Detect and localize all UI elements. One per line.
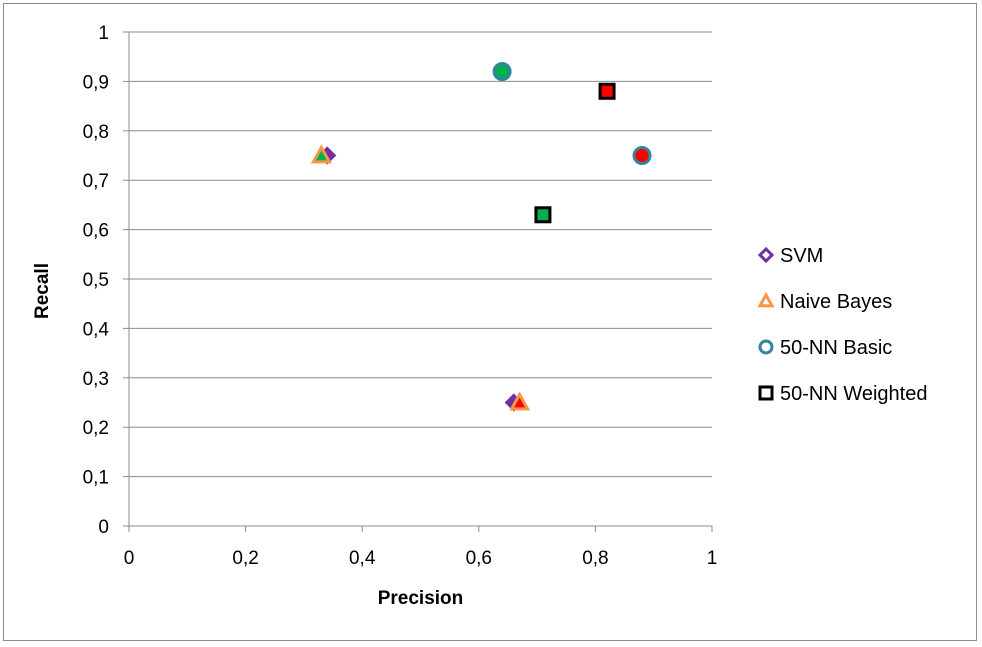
y-tick-label: 0,3	[83, 369, 109, 390]
legend: SVM Naive Bayes 50-NN Basic 50-NN Weighted	[757, 245, 927, 405]
x-tick-label: 0,4	[349, 548, 376, 569]
legend-label: 50-NN Basic	[780, 337, 892, 359]
y-tick-label: 0,2	[83, 418, 109, 439]
legend-marker	[757, 246, 775, 264]
y-tick-label: 0,9	[83, 72, 109, 93]
y-tick-label: 0,7	[83, 171, 109, 192]
x-tick-label: 0,2	[232, 548, 258, 569]
chart-frame: 0 0,1 0,2 0,3 0,4 0,5 0,6 0,7 0,8 0,9 1 0 0,2 0,4 0,6 0…	[3, 3, 977, 641]
legend-marker	[758, 385, 774, 401]
data-point	[492, 62, 512, 82]
tick-labels: 0 0,1 0,2 0,3 0,4 0,5 0,6 0,7 0,8 0,9 1 0 0,2 0,4 0,6 0…	[83, 23, 718, 569]
legend-marker	[758, 339, 774, 355]
legend-label: SVM	[780, 245, 823, 267]
y-tick-label: 0,8	[83, 122, 109, 143]
y-axis-title: Recall	[32, 263, 53, 319]
y-tick-label: 0,5	[83, 270, 109, 291]
axes	[123, 31, 713, 532]
x-tick-label: 0,6	[466, 548, 492, 569]
data-point	[310, 144, 332, 164]
data-point	[598, 82, 616, 100]
legend-label: 50-NN Weighted	[780, 383, 927, 405]
data-point	[509, 391, 531, 411]
legend-marker	[757, 291, 775, 308]
y-tick-label: 0,1	[83, 468, 109, 489]
legend-label: Naive Bayes	[780, 291, 892, 313]
y-tick-label: 0,4	[83, 319, 110, 340]
data-point	[534, 206, 552, 224]
y-tick-label: 0,6	[83, 221, 109, 242]
x-tick-label: 0	[124, 548, 135, 569]
x-tick-label: 0,8	[582, 548, 608, 569]
x-tick-label: 1	[707, 548, 718, 569]
x-axis-title: Precision	[378, 588, 464, 609]
scatter-chart: 0 0,1 0,2 0,3 0,4 0,5 0,6 0,7 0,8 0,9 1 0 0,2 0,4 0,6 0…	[32, 23, 927, 609]
y-tick-label: 1	[98, 23, 109, 44]
data-point	[632, 146, 652, 165]
data-points	[310, 62, 652, 412]
gridlines	[129, 31, 712, 478]
y-tick-label: 0	[98, 517, 109, 538]
